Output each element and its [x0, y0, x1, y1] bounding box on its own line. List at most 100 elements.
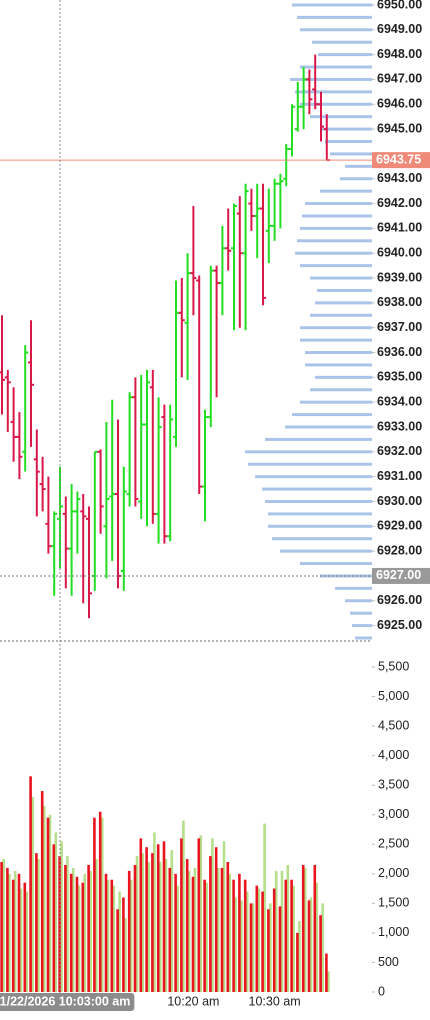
volume-bar [321, 903, 324, 992]
volume-bar [100, 817, 104, 992]
y-tick-label: 6934.00 [377, 394, 422, 408]
y-tick-label: 6931.00 [377, 469, 422, 483]
profile-bar [265, 437, 372, 441]
volume-bar [325, 953, 328, 992]
volume-bar [278, 906, 282, 992]
profile-bar [320, 189, 372, 193]
profile-bar [305, 202, 372, 206]
volume-bar [11, 879, 15, 992]
profile-bar [340, 177, 372, 181]
volume-bar [112, 885, 116, 992]
volume-bar [147, 862, 150, 992]
volume-bar [52, 844, 56, 992]
profile-bar [355, 636, 372, 640]
volume-bar [280, 870, 284, 992]
volume-bar [245, 891, 249, 992]
profile-bar [305, 363, 372, 367]
crosshair-price-box [372, 567, 430, 584]
volume-bar [238, 873, 241, 992]
volume-bar [116, 909, 119, 992]
volume-bar [81, 882, 85, 992]
y-tick-label: 6943.00 [377, 171, 422, 185]
profile-bar [310, 313, 372, 317]
volume-bar [118, 891, 121, 992]
profile-bar [317, 288, 372, 292]
volume-bar [274, 870, 278, 992]
profile-bar [302, 214, 372, 218]
volume-bar [309, 897, 313, 992]
volume-bar [153, 832, 156, 992]
volume-bar [232, 879, 235, 992]
volume-bar [307, 900, 311, 992]
volume-bar [29, 776, 32, 992]
volume-bar [243, 879, 247, 992]
y-tick-label: 6942.00 [377, 196, 422, 210]
volume-bar [2, 859, 5, 992]
profile-bar [310, 115, 372, 119]
profile-bar [290, 77, 372, 81]
volume-bar [249, 903, 253, 992]
profile-bar [335, 586, 372, 590]
volume-bar [8, 873, 11, 992]
profile-bar [345, 599, 372, 603]
volume-bar [64, 864, 67, 992]
y-tick-label: 6939.00 [377, 270, 422, 284]
y-tick-label: 2,500 [378, 837, 409, 851]
y-tick-label: 3,500 [378, 777, 409, 791]
volume-bar [54, 832, 58, 992]
profile-bar [248, 462, 372, 466]
y-tick-label: 6937.00 [377, 320, 422, 334]
profile-bar [285, 425, 372, 429]
profile-bar [325, 140, 372, 144]
volume-bar [83, 873, 87, 992]
y-tick-label: 4,000 [378, 748, 409, 762]
volume-bar [156, 844, 160, 992]
volume-bar [203, 879, 206, 992]
y-tick-label: 6950.00 [377, 0, 422, 11]
volume-bar [170, 850, 174, 992]
volume-bar [284, 879, 288, 992]
volume-bar [98, 811, 102, 992]
profile-bar [295, 251, 372, 255]
volume-bar [319, 915, 322, 992]
y-tick-label: 6929.00 [377, 519, 422, 533]
volume-bar [191, 876, 195, 992]
volume-bar [13, 870, 17, 992]
volume-bar [209, 856, 212, 992]
volume-bar [286, 864, 290, 992]
volume-bar [303, 867, 307, 992]
y-tick-label: 5,500 [378, 659, 409, 673]
y-tick-label: 6925.00 [377, 618, 422, 632]
volume-bar [17, 873, 21, 992]
volume-bar [35, 853, 38, 992]
profile-bar [305, 351, 372, 355]
volume-bar [66, 856, 69, 992]
volume-bar [46, 817, 50, 992]
volume-bar [158, 862, 162, 992]
volume-bar [129, 879, 133, 992]
y-tick-label: 6948.00 [377, 47, 422, 61]
profile-bar [300, 400, 372, 404]
profile-bar [295, 90, 372, 94]
volume-bar [315, 882, 319, 992]
volume-bar [60, 841, 63, 992]
volume-bar [23, 882, 27, 992]
profile-bar [280, 549, 372, 553]
profile-bar [292, 413, 372, 417]
volume-bar [182, 820, 185, 992]
volume-bar [301, 864, 305, 992]
profile-bar [300, 226, 372, 230]
volume-bar [145, 847, 148, 992]
volume-bar [211, 838, 214, 992]
volume-bar [234, 897, 237, 992]
volume-bar [122, 897, 125, 992]
y-tick-label: 2,000 [378, 866, 409, 880]
volume-bar [106, 879, 110, 992]
volume-bar [205, 882, 208, 992]
volume-bar [139, 838, 143, 992]
volume-bar [42, 805, 46, 992]
volume-bar [290, 879, 293, 992]
y-tick-label: 3,000 [378, 807, 409, 821]
volume-bar [75, 876, 79, 992]
